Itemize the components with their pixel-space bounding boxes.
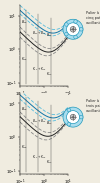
Circle shape: [65, 23, 68, 26]
Text: $K_{xx}$: $K_{xx}$: [22, 56, 29, 64]
Circle shape: [63, 19, 83, 39]
Text: $B_{xx}$: $B_{xx}$: [22, 106, 29, 113]
Circle shape: [79, 27, 83, 31]
Text: $B_{xy}+B_{yx}$: $B_{xy}+B_{yx}$: [32, 117, 47, 124]
Circle shape: [65, 32, 68, 36]
Text: $B_{xx}$: $B_{xx}$: [22, 18, 29, 26]
Text: Palier à
trois patins
oscillants: Palier à trois patins oscillants: [86, 99, 100, 113]
Circle shape: [66, 23, 80, 36]
Text: $K_{yy}$: $K_{yy}$: [46, 158, 53, 165]
Circle shape: [70, 114, 76, 120]
Text: $K_{xx}$: $K_{xx}$: [22, 144, 29, 151]
Circle shape: [67, 108, 71, 112]
Circle shape: [67, 122, 71, 126]
Text: $B_{yy}$: $B_{yy}$: [46, 119, 53, 126]
Text: $B_{xy}+B_{yx}$: $B_{xy}+B_{yx}$: [32, 29, 47, 36]
Circle shape: [63, 107, 83, 127]
Circle shape: [74, 20, 77, 23]
Text: $K_{xy}+K_{yx}$: $K_{xy}+K_{yx}$: [32, 65, 47, 72]
Text: $B_{yy}$: $B_{yy}$: [46, 31, 53, 38]
Circle shape: [74, 35, 77, 39]
Circle shape: [70, 27, 76, 32]
Circle shape: [72, 117, 74, 118]
Text: Palier à
cinq patins
oscillants: Palier à cinq patins oscillants: [86, 11, 100, 25]
Text: $K_{xy}+K_{yx}$: $K_{xy}+K_{yx}$: [32, 153, 47, 160]
Circle shape: [66, 111, 80, 124]
Circle shape: [72, 29, 74, 30]
Text: $K_{yy}$: $K_{yy}$: [46, 70, 53, 77]
Circle shape: [79, 115, 83, 119]
